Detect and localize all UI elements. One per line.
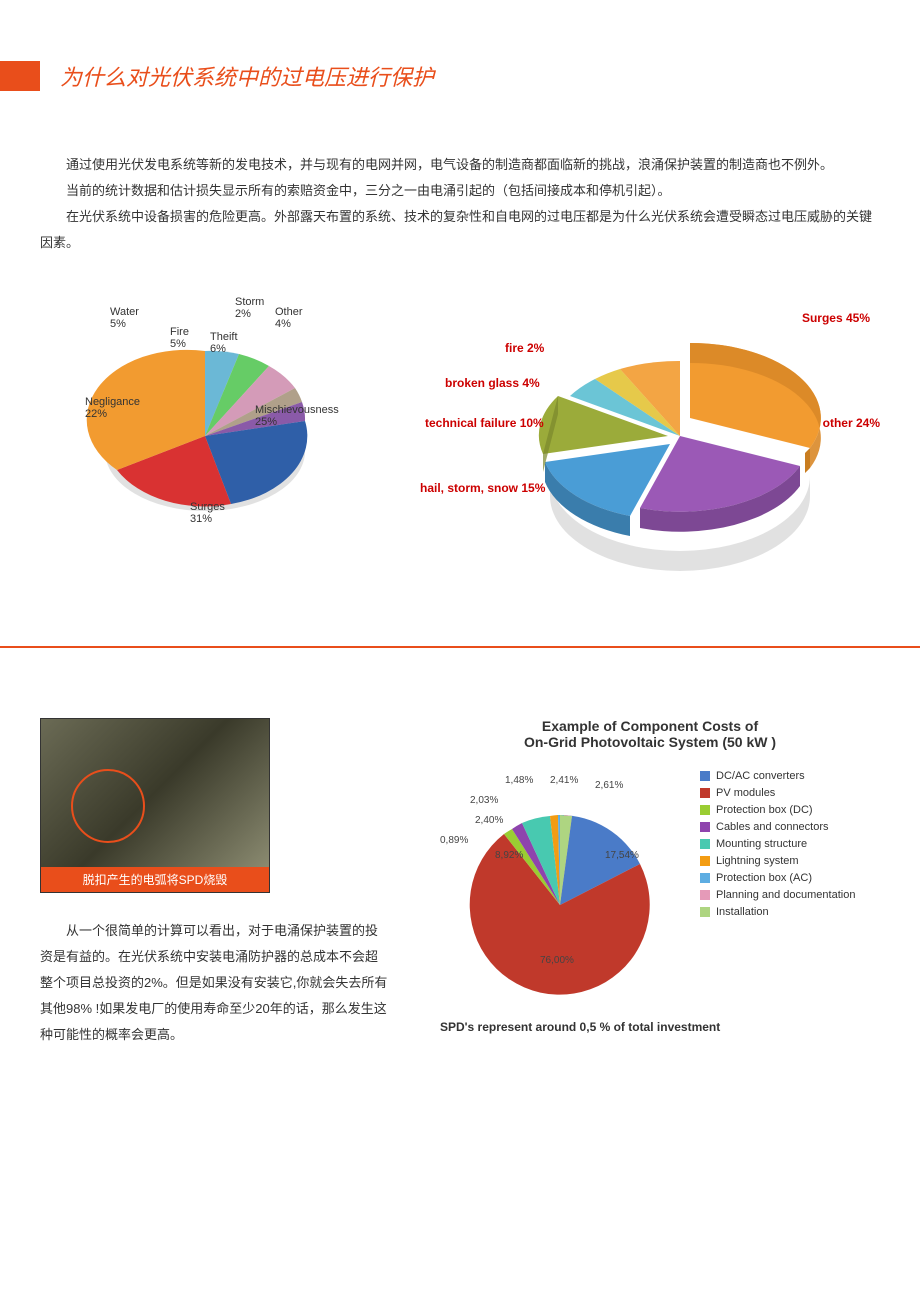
cost-chart-column: Example of Component Costs of On-Grid Ph… [420,718,880,1048]
pie1-lbl-neg: Negligance [85,396,140,408]
section-divider [0,646,920,648]
legend-item: DC/AC converters [700,770,855,782]
lower-section: 脱扣产生的电弧将SPD烧毁 从一个很简单的计算可以看出，对于电涌保护装置的投资是… [0,678,920,1088]
lower-body-text: 从一个很简单的计算可以看出，对于电涌保护装置的投资是有益的。在光伏系统中安装电涌… [40,918,390,1048]
pie-chart-claims: Water5% Fire5% Theift6% Storm2% Other4% … [40,296,370,566]
legend-swatch [700,771,710,781]
pie1-lbl-storm: Storm [235,296,264,308]
legend-item: Protection box (AC) [700,872,855,884]
cost-lbl-1754: 17,54% [605,850,639,861]
spd-damage-photo: 脱扣产生的电弧将SPD烧毁 [40,718,270,893]
cost-lbl-241: 2,41% [550,775,578,786]
pie2-lbl-hail: hail, storm, snow 15% [420,481,545,495]
cost-lbl-203: 2,03% [470,795,498,806]
legend-swatch [700,822,710,832]
legend-swatch [700,788,710,798]
lower-p: 从一个很简单的计算可以看出，对于电涌保护装置的投资是有益的。在光伏系统中安装电涌… [40,918,390,1048]
legend-item: Mounting structure [700,838,855,850]
charts-row: Water5% Fire5% Theift6% Storm2% Other4% … [0,276,920,616]
intro-p3: 在光伏系统中设备损害的危险更高。外部露天布置的系统、技术的复杂性和自电网的过电压… [40,204,880,256]
cost-legend: DC/AC converters PV modules Protection b… [700,765,855,1005]
legend-swatch [700,856,710,866]
pie1-lbl-other: Other [275,306,303,318]
legend-swatch [700,907,710,917]
legend-item: Protection box (DC) [700,804,855,816]
pie1-lbl-surges: Surges [190,501,225,513]
legend-swatch [700,839,710,849]
pie1-lbl-water: Water [110,306,139,318]
pie2-lbl-surges: Surges 45% [802,311,870,325]
legend-item: Installation [700,906,855,918]
legend-item: PV modules [700,787,855,799]
legend-item: Lightning system [700,855,855,867]
intro-p1: 通过使用光伏发电系统等新的发电技术，并与现有的电网并网，电气设备的制造商都面临新… [40,152,880,178]
page-title: 为什么对光伏系统中的过电压进行保护 [60,60,434,92]
pie2-lbl-other: other 24% [823,416,880,430]
cost-pie-chart: 17,54% 76,00% 0,89% 2,40% 8,92% 2,03% 1,… [420,765,880,1005]
legend-swatch [700,873,710,883]
cost-lbl-089: 0,89% [440,835,468,846]
cost-lbl-892: 8,92% [495,850,523,861]
photo-caption: 脱扣产生的电弧将SPD烧毁 [41,867,269,892]
cost-chart-title: Example of Component Costs of On-Grid Ph… [420,718,880,750]
pie1-lbl-fire: Fire [170,326,189,338]
pie1-lbl-theft: Theift [210,331,238,343]
cost-lbl-240: 2,40% [475,815,503,826]
cost-lbl-7600: 76,00% [540,955,574,966]
header: 为什么对光伏系统中的过电压进行保护 [0,0,920,112]
pie1-lbl-misch: Mischievousness [255,404,339,416]
cost-lbl-148: 1,48% [505,775,533,786]
pie2-lbl-glass: broken glass 4% [445,376,540,390]
pie2-lbl-fire: fire 2% [505,341,544,355]
legend-item: Planning and documentation [700,889,855,901]
header-accent [0,61,40,91]
left-column: 脱扣产生的电弧将SPD烧毁 从一个很简单的计算可以看出，对于电涌保护装置的投资是… [40,718,390,1048]
intro-p2: 当前的统计数据和估计损失显示所有的索赔资金中，三分之一由电涌引起的（包括间接成本… [40,178,880,204]
pie2-lbl-tech: technical failure 10% [425,416,544,430]
intro-text: 通过使用光伏发电系统等新的发电技术，并与现有的电网并网，电气设备的制造商都面临新… [0,112,920,276]
pie-chart-damage-causes: Surges 45% other 24% hail, storm, snow 1… [410,286,890,576]
cost-lbl-261: 2,61% [595,780,623,791]
legend-swatch [700,805,710,815]
cost-chart-footer: SPD's represent around 0,5 % of total in… [420,1020,880,1034]
photo-image [41,719,269,867]
legend-item: Cables and connectors [700,821,855,833]
legend-swatch [700,890,710,900]
